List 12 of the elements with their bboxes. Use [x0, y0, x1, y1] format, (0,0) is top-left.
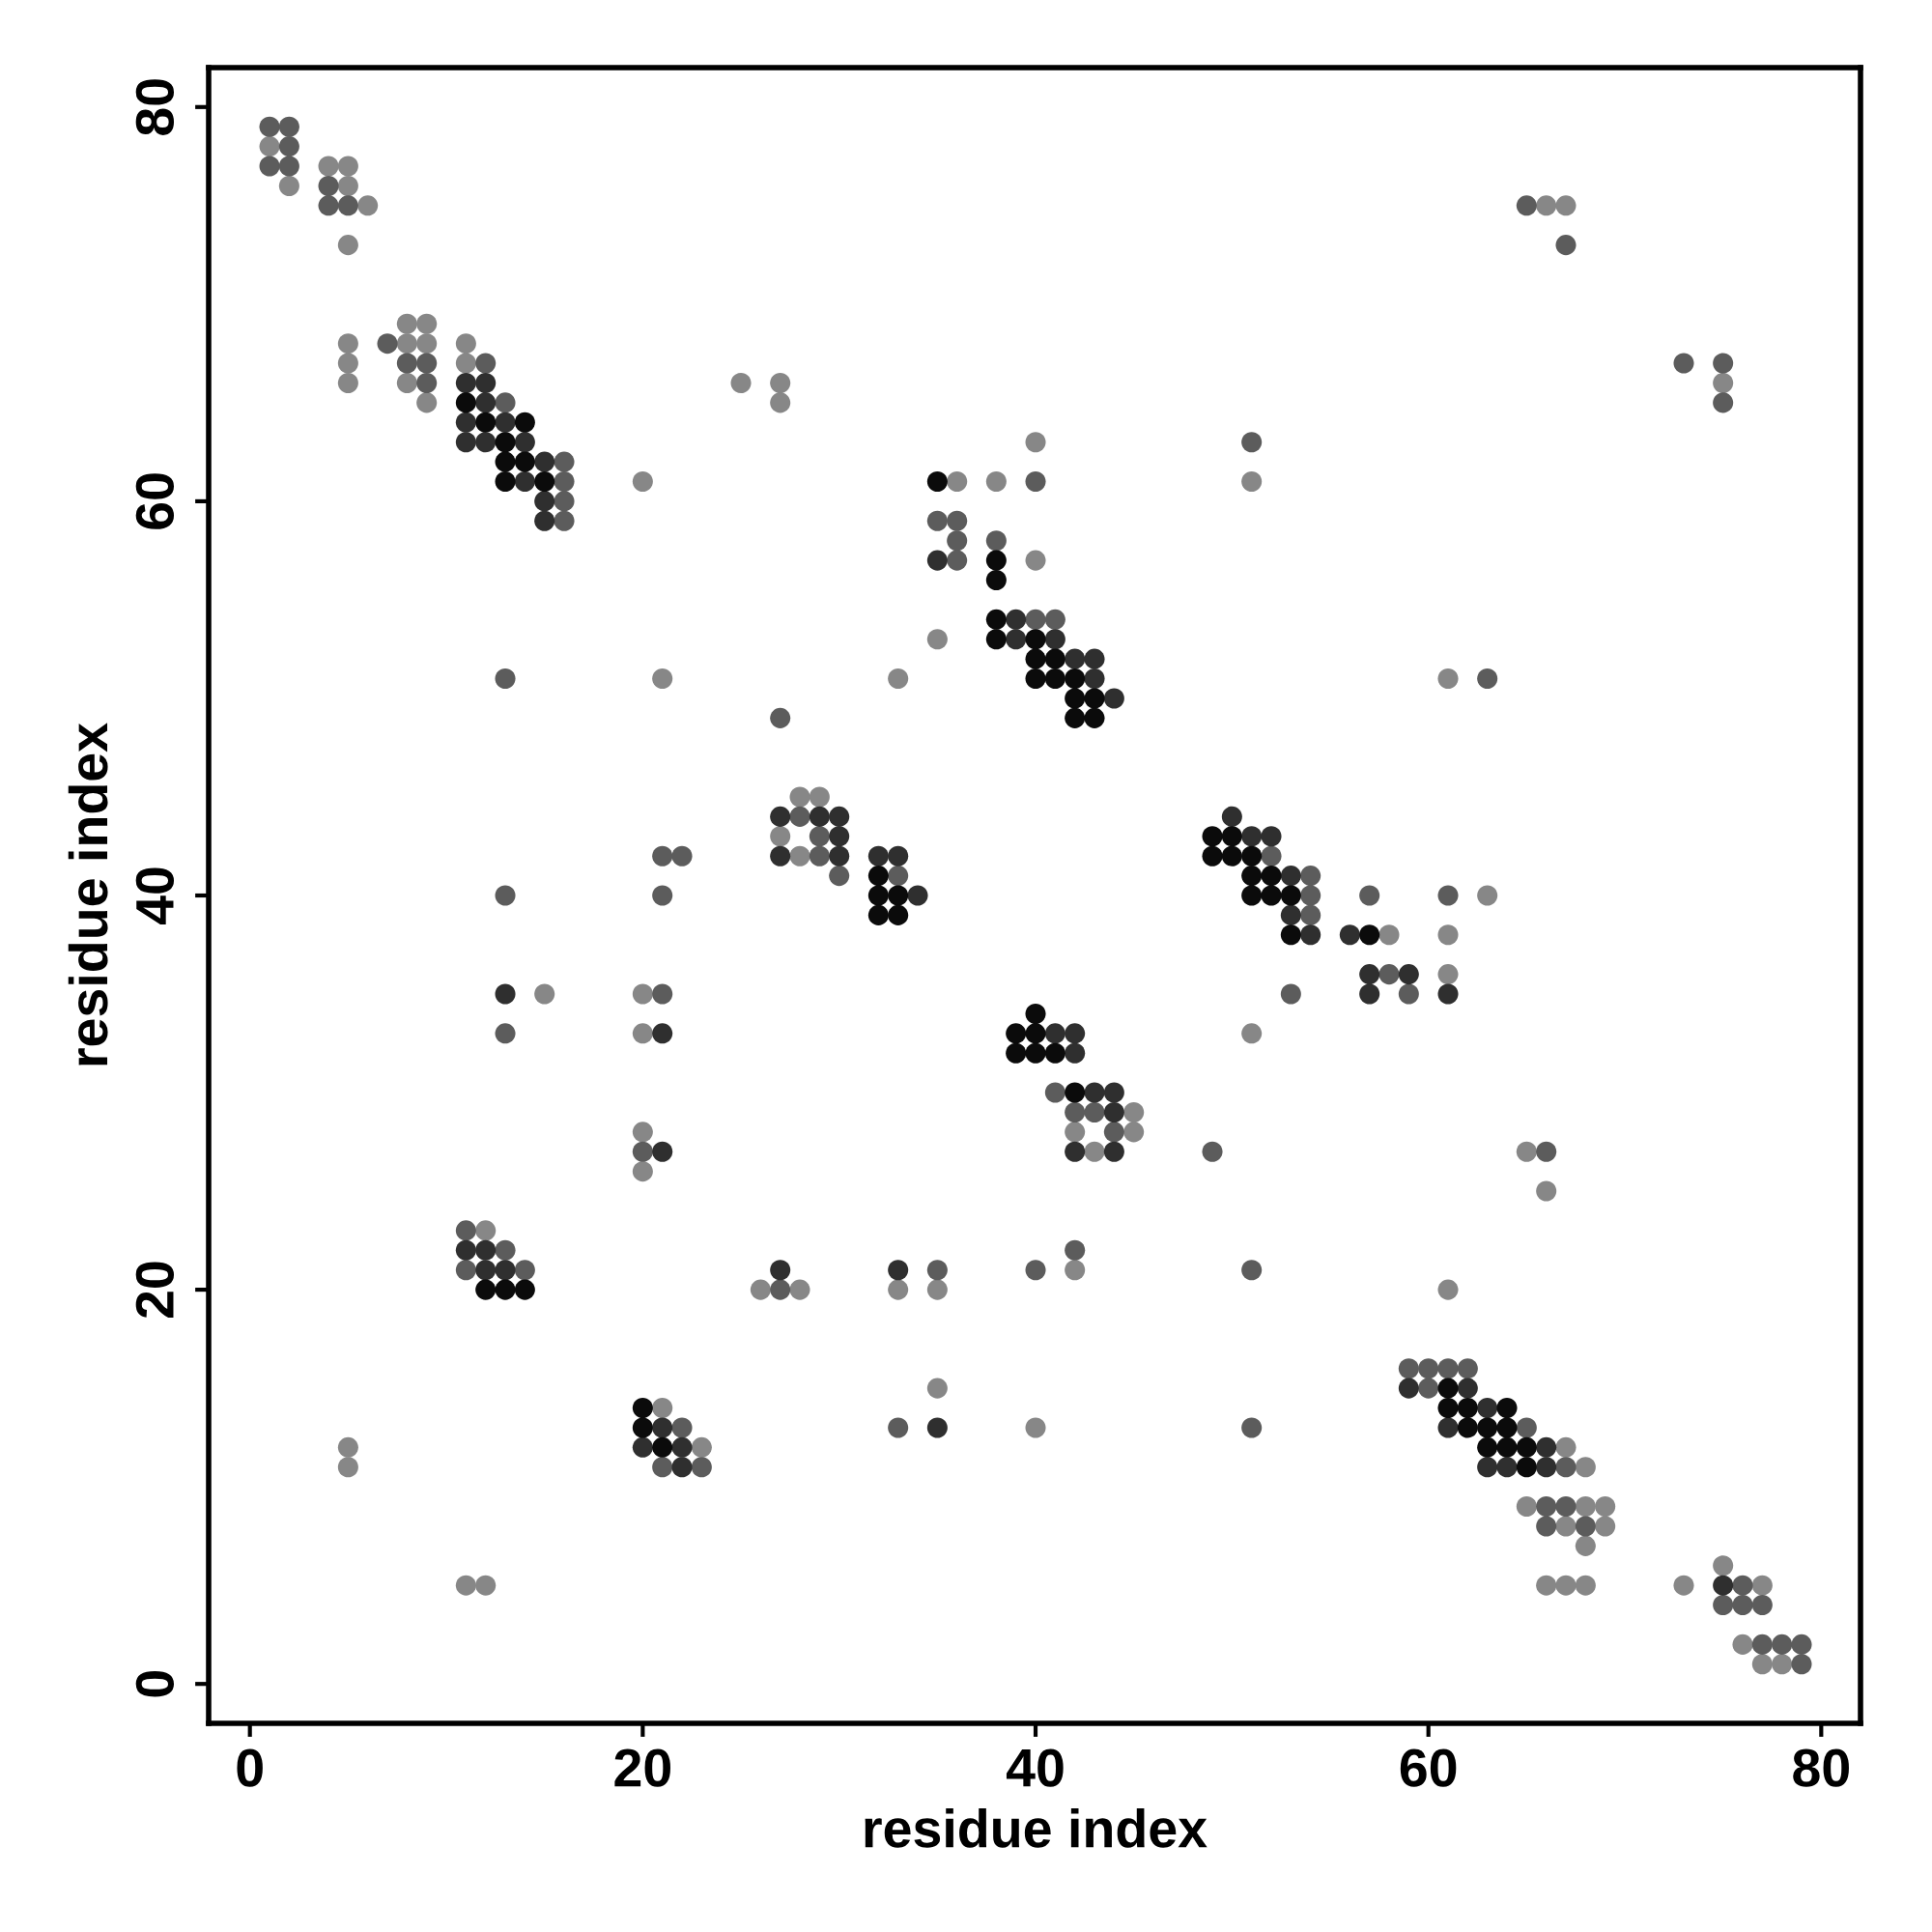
x-tick-label: 20: [614, 1748, 670, 1787]
y-tick-label: 0: [135, 1671, 175, 1697]
y-axis-title: residue index: [68, 723, 108, 1065]
x-tick-label: 80: [1793, 1748, 1849, 1787]
y-tick-label: 40: [135, 867, 175, 925]
y-tick-label: 80: [135, 79, 175, 135]
x-tick-label: 40: [1006, 1748, 1064, 1787]
x-tick-label: 0: [237, 1748, 263, 1787]
y-tick-label: 20: [135, 1262, 175, 1319]
x-tick-label: 60: [1400, 1748, 1457, 1787]
y-tick-label: 60: [135, 473, 175, 529]
x-axis-title: residue index: [865, 1807, 1208, 1848]
